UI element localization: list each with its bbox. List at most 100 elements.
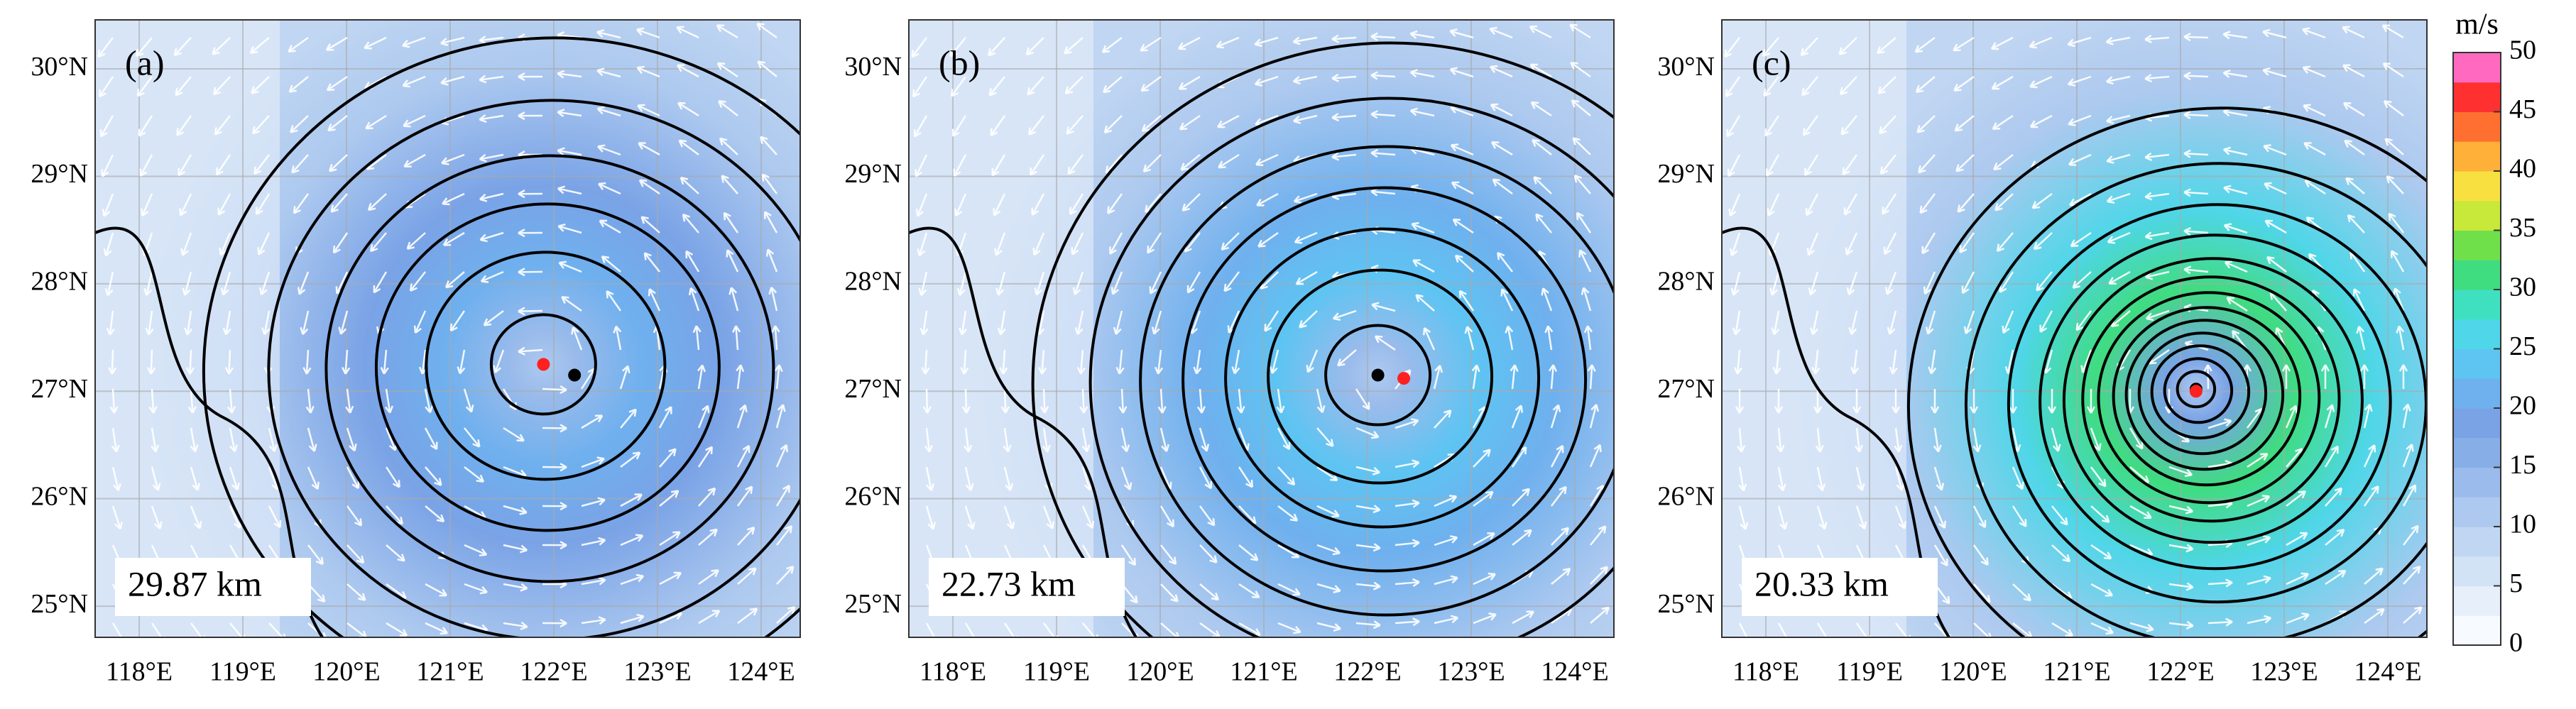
- wind-arrow: [1887, 310, 1897, 335]
- wind-arrow: [692, 325, 702, 351]
- wind-arrow: [2223, 223, 2248, 234]
- wind-arrow: [1471, 364, 1480, 390]
- wind-arrow: [1072, 271, 1084, 296]
- wind-arrow: [1969, 388, 1979, 414]
- lat-tick-label: 27°N: [31, 374, 88, 404]
- wind-arrow: [1316, 622, 1341, 632]
- wind-arrow: [1254, 36, 1279, 48]
- wind-arrow: [1569, 23, 1591, 39]
- wind-arrow: [2247, 615, 2272, 625]
- wind-arrow: [425, 583, 448, 597]
- wind-arrow: [1395, 617, 1420, 627]
- wind-arrow: [1027, 115, 1044, 136]
- wind-arrow: [1449, 67, 1474, 78]
- wind-arrow: [1140, 75, 1162, 92]
- wind-arrow: [1769, 271, 1780, 296]
- wind-arrow: [518, 346, 543, 356]
- wind-arrow: [141, 193, 153, 217]
- wind-arrow: [1292, 36, 1318, 45]
- wind-arrow: [1808, 271, 1819, 296]
- wind-arrow: [255, 193, 271, 215]
- wind-arrow: [108, 349, 117, 375]
- wind-arrow: [736, 404, 748, 429]
- wind-arrow: [187, 388, 197, 414]
- wind-arrow: [737, 608, 758, 624]
- wind-arrow: [103, 232, 114, 257]
- wind-arrow: [2144, 192, 2170, 201]
- wind-arrow: [1355, 620, 1381, 630]
- wind-arrow: [2144, 74, 2170, 83]
- wind-arrow: [1571, 99, 1591, 116]
- storm-center: [1371, 368, 1385, 382]
- wind-arrow: [1264, 310, 1279, 332]
- storm-center: [1397, 372, 1411, 385]
- wind-arrow: [1076, 349, 1086, 375]
- wind-arrow: [1777, 466, 1786, 492]
- wind-arrow: [249, 37, 270, 55]
- wind-arrow: [518, 111, 543, 121]
- wind-arrow: [997, 310, 1006, 336]
- lat-tick-label: 30°N: [1657, 52, 1715, 82]
- wind-arrow: [2168, 582, 2194, 591]
- wind-arrow: [1854, 427, 1863, 453]
- wind-arrow: [2039, 310, 2053, 333]
- wind-arrow: [2402, 444, 2414, 468]
- distance-label: 20.33 km: [1754, 564, 1889, 603]
- wind-arrow: [229, 427, 239, 453]
- wind-arrow: [2090, 583, 2113, 597]
- wind-arrow: [774, 364, 783, 390]
- wind-arrow: [2002, 310, 2014, 334]
- wind-arrow: [464, 427, 481, 448]
- wind-arrow: [619, 365, 631, 390]
- wind-arrow: [111, 622, 126, 637]
- wind-arrow: [1776, 427, 1785, 453]
- contour: [374, 202, 721, 532]
- colorbar-bin: [2453, 171, 2501, 202]
- wind-arrow: [2207, 617, 2233, 627]
- wind-arrow: [2033, 232, 2053, 251]
- wind-arrow: [479, 231, 504, 243]
- wind-arrow: [953, 154, 967, 177]
- wind-arrow: [503, 583, 528, 592]
- wind-arrow: [1216, 114, 1240, 128]
- wind-arrow: [925, 466, 935, 492]
- wind-arrow: [557, 185, 582, 195]
- wind-arrow: [1120, 544, 1137, 566]
- wind-arrow: [97, 37, 114, 58]
- wind-arrow: [1529, 63, 1552, 78]
- wind-arrow: [464, 466, 485, 483]
- lat-tick-label: 28°N: [31, 267, 88, 297]
- wind-arrow: [961, 388, 971, 414]
- wind-arrow: [2183, 33, 2209, 42]
- wind-arrow: [332, 232, 349, 254]
- lat-tick-label: 27°N: [844, 374, 902, 404]
- wind-arrow: [2107, 231, 2131, 244]
- wind-arrow: [229, 622, 246, 637]
- wind-arrow: [1374, 335, 1396, 351]
- wind-arrow: [911, 37, 928, 58]
- wind-arrow: [922, 388, 932, 414]
- wind-arrow: [212, 76, 231, 96]
- colorbar-bin: [2453, 53, 2501, 83]
- wind-arrow: [2029, 114, 2053, 128]
- wind-arrow: [1254, 75, 1279, 87]
- wind-arrow: [1177, 36, 1201, 50]
- wind-arrow: [479, 153, 504, 163]
- wind-arrow: [1589, 444, 1602, 468]
- wind-arrow: [1850, 349, 1860, 375]
- wind-arrow: [457, 349, 466, 375]
- lat-tick-label: 30°N: [844, 52, 902, 82]
- contour: [1324, 324, 1432, 427]
- wind-arrow: [542, 463, 567, 472]
- wind-arrow: [698, 528, 718, 546]
- wind-arrow: [1113, 310, 1123, 335]
- wind-arrow: [293, 193, 310, 214]
- wind-arrow: [756, 23, 777, 39]
- wind-arrow: [557, 147, 582, 156]
- wind-arrow: [558, 260, 582, 273]
- wind-arrow: [1331, 152, 1357, 161]
- wind-arrow: [2029, 36, 2053, 49]
- wind-arrow: [597, 144, 621, 156]
- wind-arrow: [1079, 388, 1088, 414]
